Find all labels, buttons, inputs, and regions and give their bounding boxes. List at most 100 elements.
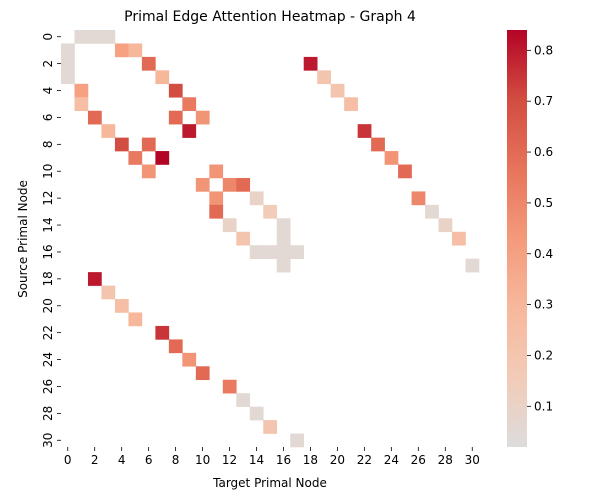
y-tick-label: 18 (41, 271, 55, 286)
heatmap-cell (357, 124, 372, 138)
colorbar-tick-label: 0.6 (534, 145, 553, 159)
heatmap-cell (141, 164, 156, 179)
heatmap-cell (141, 137, 156, 152)
x-tick-label: 0 (64, 453, 72, 467)
heatmap-cell (317, 70, 331, 85)
heatmap-cell (61, 70, 75, 85)
heatmap-cell (168, 83, 183, 98)
heatmap-cell (249, 406, 264, 421)
chart-title: Primal Edge Attention Heatmap - Graph 4 (124, 9, 416, 25)
x-tick-label: 24 (384, 453, 399, 467)
heatmap-cell (155, 325, 170, 340)
heatmap-cell (87, 272, 102, 286)
x-tick-label: 20 (330, 453, 345, 467)
heatmap-cell (114, 43, 129, 58)
colorbar-tick-label: 0.7 (534, 94, 553, 108)
heatmap-cell (209, 204, 224, 219)
heatmap-cell (236, 231, 251, 246)
heatmap-cell (74, 97, 89, 112)
heatmap-cell (155, 70, 170, 85)
colorbar-tick-label: 0.2 (534, 348, 553, 362)
colorbar-tick-label: 0.3 (534, 298, 553, 312)
x-tick-label: 12 (222, 453, 237, 467)
heatmap-cell (128, 312, 143, 327)
y-tick-label: 26 (41, 379, 55, 394)
heatmap-cell (290, 245, 305, 259)
x-axis-label: Target Primal Node (212, 476, 327, 490)
heatmap-cell (330, 83, 345, 98)
heatmap-cells (61, 30, 480, 448)
heatmap-cell (114, 137, 129, 152)
heatmap-cell (155, 151, 170, 165)
heatmap-cell (344, 97, 358, 112)
heatmap-cell (222, 379, 237, 394)
heatmap-cell (222, 177, 237, 192)
heatmap-cell (209, 191, 224, 206)
y-tick-label: 2 (41, 60, 55, 68)
x-tick-label: 18 (303, 453, 318, 467)
heatmap-cell (74, 30, 89, 44)
heatmap-cell (61, 56, 75, 71)
x-tick-label: 28 (438, 453, 453, 467)
x-tick-label: 6 (145, 453, 153, 467)
colorbar-tick-label: 0.4 (534, 247, 553, 261)
heatmap-cell (128, 151, 143, 165)
x-tick-label: 10 (195, 453, 210, 467)
y-tick-label: 30 (41, 433, 55, 448)
heatmap-cell (168, 110, 183, 125)
y-tick-label: 14 (41, 217, 55, 232)
x-tick-label: 4 (118, 453, 126, 467)
heatmap-cell (276, 258, 291, 273)
heatmap-cell (276, 218, 291, 233)
heatmap-cell (263, 420, 278, 434)
heatmap-cell (87, 110, 102, 125)
colorbar-ticks: 0.1 0.2 0.3 0.4 0.5 0.6 0.7 0.8 (527, 43, 553, 413)
heatmap-cell (438, 218, 453, 233)
colorbar (507, 30, 527, 447)
heatmap-cell (465, 258, 480, 273)
colorbar-tick-label: 0.5 (534, 196, 553, 210)
heatmap-cell (276, 231, 291, 246)
heatmap-cell (182, 352, 197, 367)
heatmap-cell (209, 164, 224, 179)
y-tick-label: 20 (41, 298, 55, 313)
heatmap-cell (249, 191, 264, 206)
heatmap-cell (236, 177, 251, 192)
y-tick-label: 10 (41, 164, 55, 179)
heatmap-cell (101, 285, 116, 300)
heatmap-cell (249, 245, 264, 259)
heatmap-cell (168, 339, 183, 354)
y-tick-label: 22 (41, 325, 55, 340)
colorbar-tick-label: 0.8 (534, 43, 553, 57)
heatmap-cell (371, 137, 385, 152)
heatmap-cell (384, 151, 399, 165)
x-tick-label: 14 (249, 453, 264, 467)
heatmap-cell (141, 56, 156, 71)
heatmap-cell (101, 30, 116, 44)
heatmap-cell (303, 56, 318, 71)
colorbar-tick-label: 0.1 (534, 399, 553, 413)
x-tick-label: 30 (465, 453, 480, 467)
x-axis-ticks: 0 2 4 6 8 10 12 14 16 18 20 22 24 26 28 30 (64, 447, 480, 467)
y-tick-label: 0 (41, 33, 55, 41)
x-tick-label: 26 (411, 453, 426, 467)
heatmap-cell (195, 366, 210, 381)
x-tick-label: 2 (91, 453, 99, 467)
heatmap-cell (87, 30, 102, 44)
y-tick-label: 16 (41, 244, 55, 259)
heatmap-cell (101, 124, 116, 138)
heatmap-cell (182, 124, 197, 138)
y-tick-label: 6 (41, 114, 55, 122)
heatmap-cell (195, 177, 210, 192)
heatmap-cell (263, 204, 278, 219)
y-axis-label: Source Primal Node (16, 180, 30, 298)
y-tick-label: 4 (41, 87, 55, 95)
heatmap-cell (182, 97, 197, 112)
heatmap-cell (222, 218, 237, 233)
heatmap-cell (398, 164, 412, 179)
heatmap-cell (425, 204, 439, 219)
heatmap-cell (290, 433, 305, 448)
y-tick-label: 28 (41, 406, 55, 421)
